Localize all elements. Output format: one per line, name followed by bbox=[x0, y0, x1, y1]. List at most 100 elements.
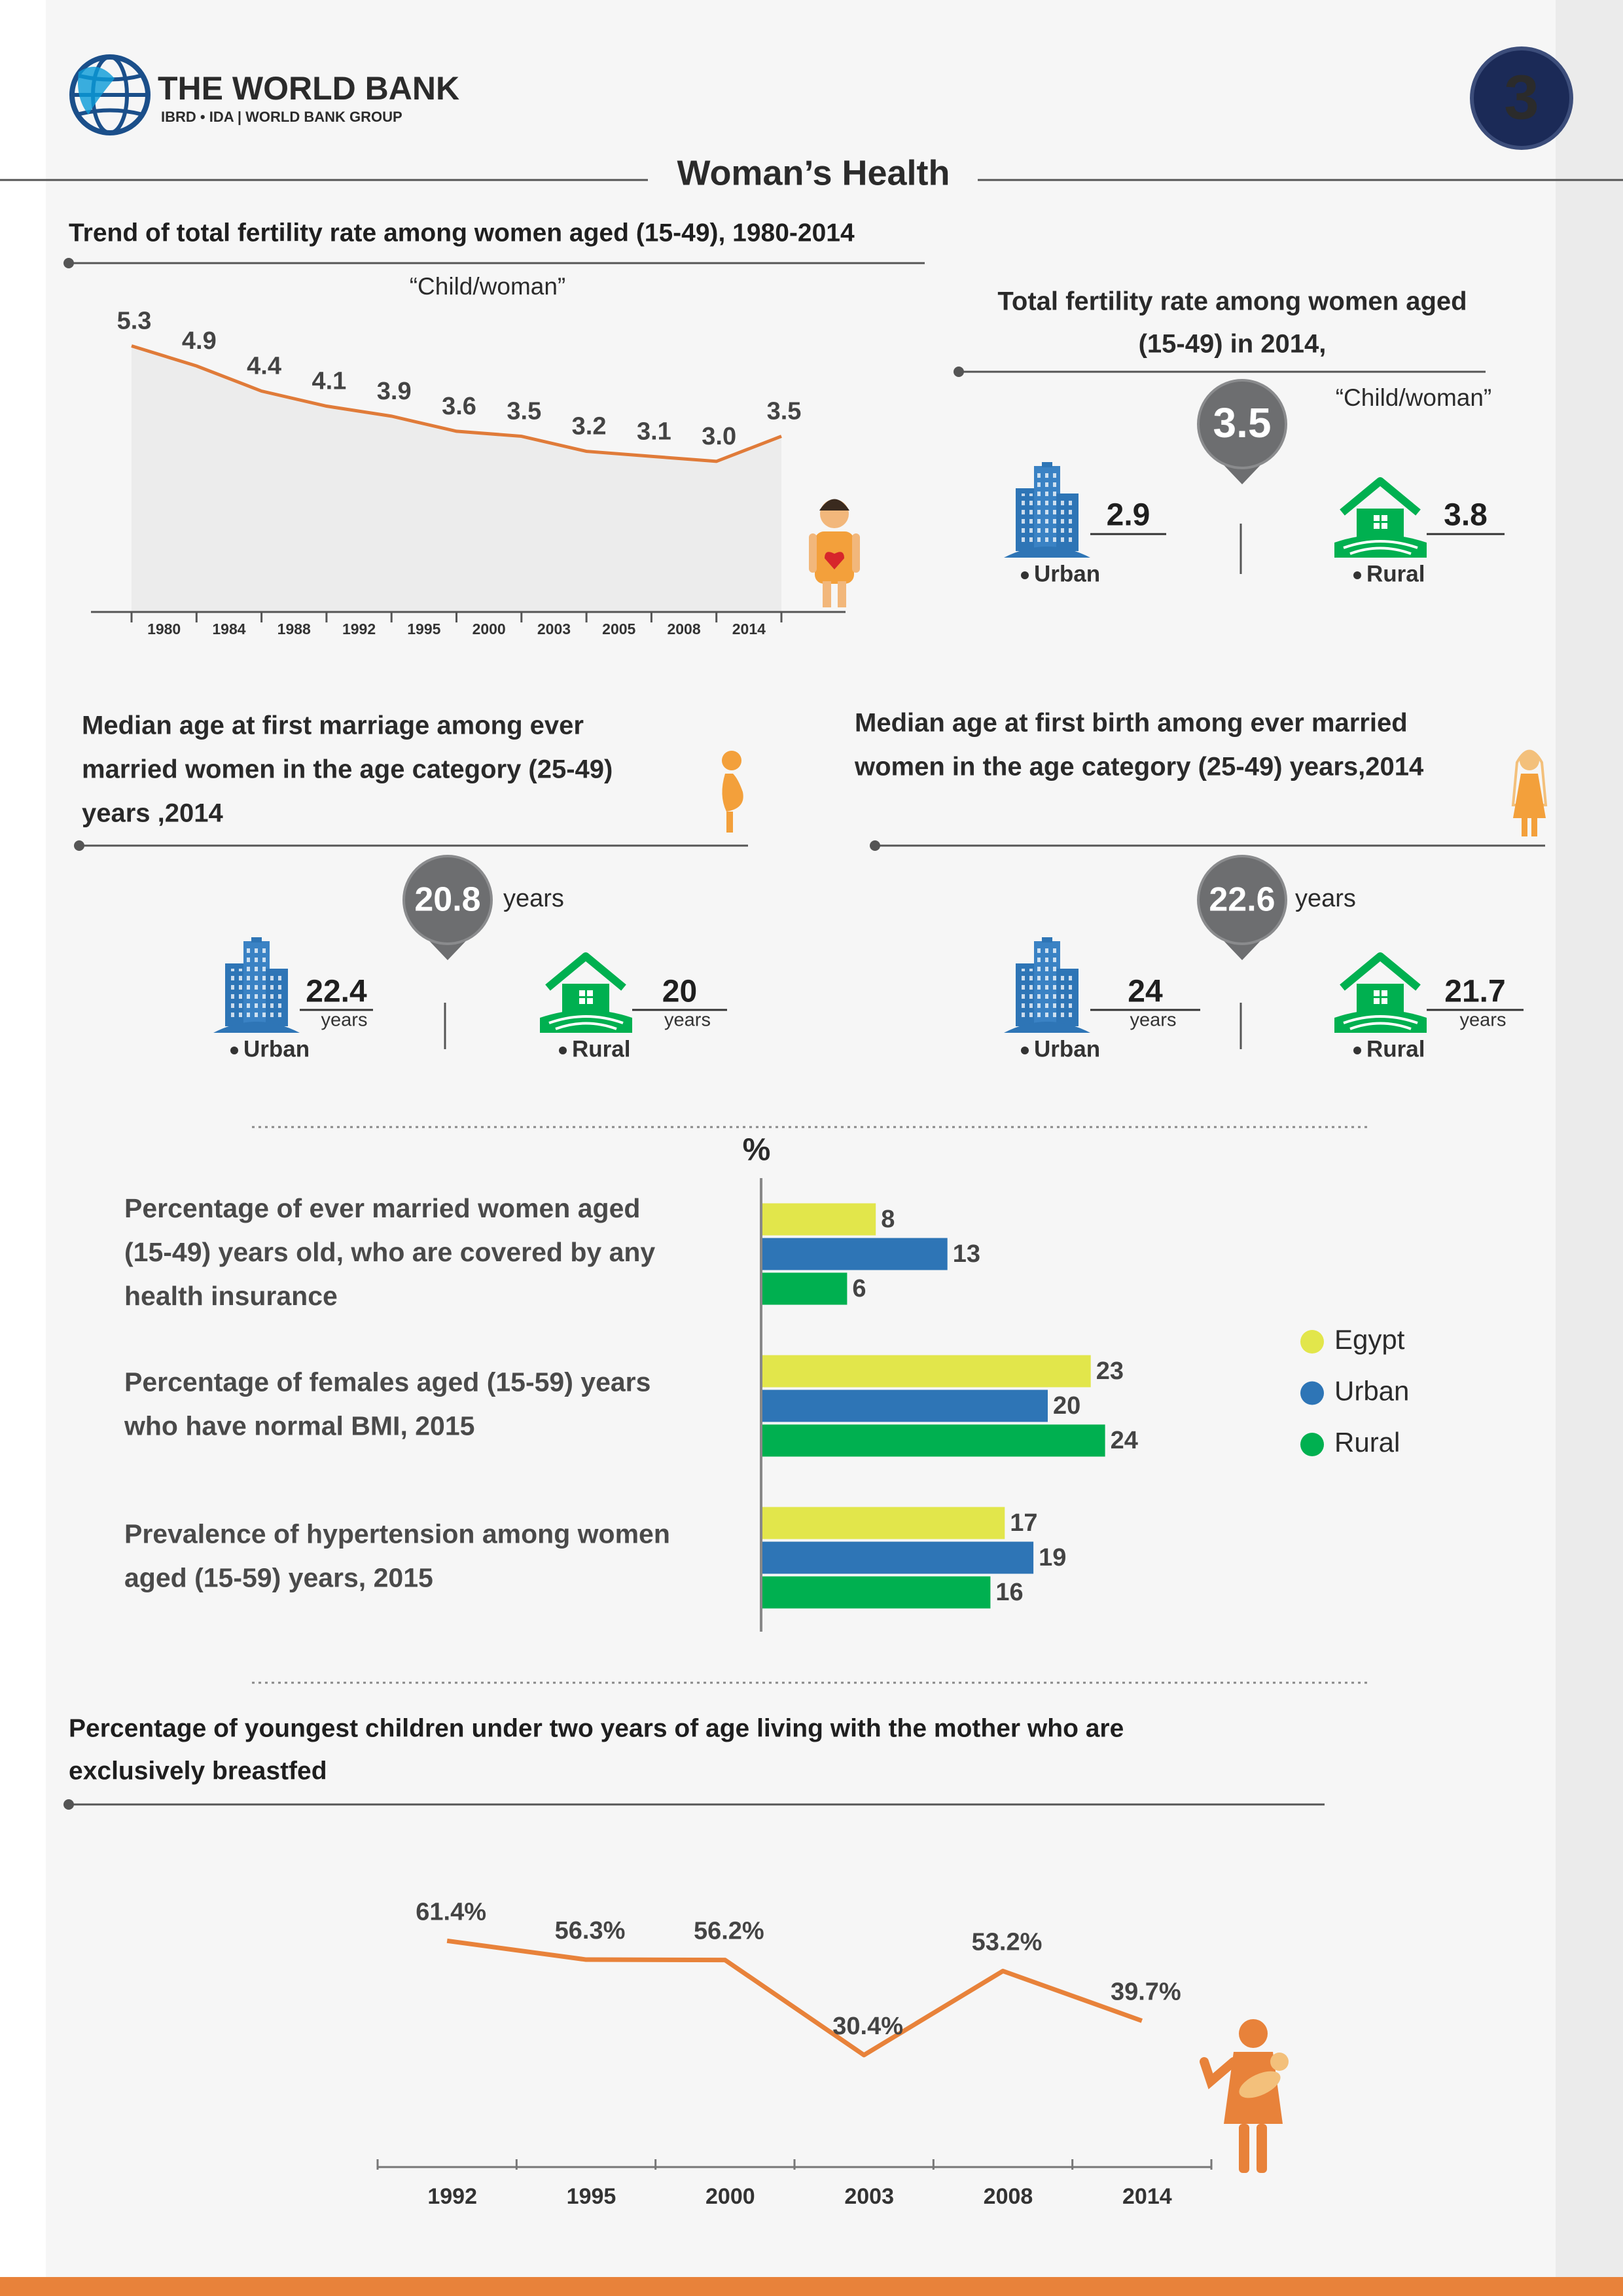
value-label: 6 bbox=[852, 1275, 866, 1302]
rule-dot bbox=[74, 840, 84, 851]
value-label: 3.0 bbox=[702, 423, 736, 450]
value-label: 4.4 bbox=[247, 353, 281, 380]
panel-title: years ,2014 bbox=[82, 799, 224, 828]
value-label: 3.2 bbox=[572, 413, 607, 440]
value-label: 20 bbox=[1053, 1392, 1080, 1420]
right-strip bbox=[1556, 0, 1623, 2296]
panel-title: Median age at first marriage among ever bbox=[82, 711, 584, 740]
x-tick-label: 1992 bbox=[427, 2184, 477, 2209]
rule-dot bbox=[954, 367, 964, 377]
breastfeeding-chart: Percentage of youngest children under tw… bbox=[69, 1714, 1213, 2209]
bullet bbox=[230, 1047, 238, 1054]
pregnant-icon bbox=[722, 751, 743, 833]
pin bbox=[1197, 379, 1287, 469]
chart-title: Percentage of youngest children under tw… bbox=[69, 1714, 1124, 1742]
bullet bbox=[1353, 1047, 1361, 1054]
urban-label: Urban bbox=[1034, 561, 1100, 586]
total-value: 3.5 bbox=[1213, 399, 1272, 446]
panel-title: Total fertility rate among women aged bbox=[997, 287, 1467, 316]
value-label: 3.5 bbox=[767, 398, 802, 425]
x-tick-label: 1980 bbox=[147, 620, 181, 637]
value-label: 3.1 bbox=[637, 418, 671, 445]
rural-unit: years bbox=[1460, 1010, 1507, 1031]
chart-unit: “Child/woman” bbox=[410, 273, 566, 300]
bar-chart: % Percentage of ever married women aged (1… bbox=[124, 1133, 1409, 1632]
x-tick-label: 2003 bbox=[844, 2184, 894, 2209]
category-label: Prevalence of hypertension among women bbox=[124, 1518, 670, 1549]
value-label: 53.2% bbox=[972, 1929, 1043, 1956]
rule-dot bbox=[870, 840, 880, 851]
value-label: 16 bbox=[995, 1579, 1023, 1606]
logo bbox=[69, 54, 151, 135]
value-label: 13 bbox=[953, 1240, 980, 1268]
urban-value: 22.4 bbox=[306, 975, 367, 1009]
rural-label: Rural bbox=[572, 1036, 630, 1062]
category-label: who have normal BMI, 2015 bbox=[124, 1410, 474, 1441]
x-tick-label: 2005 bbox=[602, 620, 635, 637]
bullet bbox=[1353, 571, 1361, 579]
bar bbox=[761, 1238, 948, 1270]
x-tick-label: 2000 bbox=[705, 2184, 755, 2209]
value-label: 23 bbox=[1096, 1357, 1124, 1385]
urban-value: 24 bbox=[1128, 975, 1163, 1009]
bullet bbox=[1021, 1047, 1029, 1054]
woman-icon bbox=[809, 499, 860, 607]
urban-label: Urban bbox=[1034, 1036, 1100, 1062]
x-tick-label: 1988 bbox=[277, 620, 311, 637]
value-label: 3.9 bbox=[377, 378, 412, 405]
total-value: 20.8 bbox=[414, 881, 480, 919]
rural-unit: years bbox=[664, 1010, 711, 1031]
pin bbox=[402, 855, 493, 945]
org-group: IBRD • IDA | WORLD BANK GROUP bbox=[161, 109, 402, 125]
category-label: Percentage of ever married women aged bbox=[124, 1193, 640, 1223]
rule-dot bbox=[63, 1799, 74, 1810]
panel-title: married women in the age category (25-49… bbox=[82, 755, 613, 784]
value-label: 3.6 bbox=[442, 393, 476, 420]
legend-label: Rural bbox=[1334, 1427, 1400, 1458]
rule-dot bbox=[63, 258, 74, 268]
line bbox=[131, 344, 782, 463]
mother-icon bbox=[1200, 2019, 1289, 2173]
value-label: 56.2% bbox=[694, 1918, 764, 1945]
bar bbox=[761, 1541, 1034, 1574]
footer-bar bbox=[0, 2277, 1623, 2296]
pin bbox=[1197, 855, 1287, 945]
category-label: (15-49) years old, who are covered by an… bbox=[124, 1237, 655, 1267]
section-title: Woman’s Health bbox=[677, 153, 950, 192]
x-tick-label: 2014 bbox=[732, 620, 766, 637]
area bbox=[132, 346, 781, 612]
chart-title: exclusively breastfed bbox=[69, 1757, 327, 1785]
panel-title: women in the age category (25-49) years,… bbox=[854, 753, 1424, 781]
x-tick-label: 1995 bbox=[567, 2184, 616, 2209]
urban-unit: years bbox=[321, 1010, 368, 1031]
x-tick-label: 2008 bbox=[667, 620, 700, 637]
value-label: 19 bbox=[1039, 1544, 1066, 1571]
panel-title: Median age at first birth among ever mar… bbox=[855, 709, 1408, 738]
legend-marker bbox=[1300, 1330, 1324, 1354]
value-label: 17 bbox=[1010, 1509, 1037, 1537]
rural-label: Rural bbox=[1366, 561, 1425, 586]
bride-icon bbox=[1511, 749, 1548, 836]
stat-panels: Total fertility rate among women aged (15… bbox=[74, 287, 1545, 1062]
value-label: 24 bbox=[1111, 1427, 1138, 1454]
bar bbox=[761, 1424, 1105, 1457]
category-label: health insurance bbox=[124, 1281, 338, 1311]
legend-marker bbox=[1300, 1433, 1324, 1456]
unit: years bbox=[1295, 885, 1356, 912]
x-tick-label: 1992 bbox=[342, 620, 376, 637]
line bbox=[446, 1938, 1143, 2058]
panel-title: (15-49) in 2014, bbox=[1139, 330, 1327, 359]
rural-value: 20 bbox=[662, 975, 697, 1009]
value-label: 8 bbox=[881, 1206, 895, 1233]
rural-value: 21.7 bbox=[1444, 975, 1505, 1009]
value-label: 30.4% bbox=[832, 2013, 903, 2040]
value-label: 3.5 bbox=[507, 398, 541, 425]
bullet bbox=[559, 1047, 567, 1054]
urban-label: Urban bbox=[243, 1036, 310, 1062]
x-tick-label: 2000 bbox=[473, 620, 506, 637]
value-label: 56.3% bbox=[555, 1917, 626, 1945]
chart-title: Trend of total fertility rate among wome… bbox=[69, 219, 855, 247]
left-margin bbox=[0, 0, 46, 2296]
page-number: 3 bbox=[1504, 62, 1539, 132]
